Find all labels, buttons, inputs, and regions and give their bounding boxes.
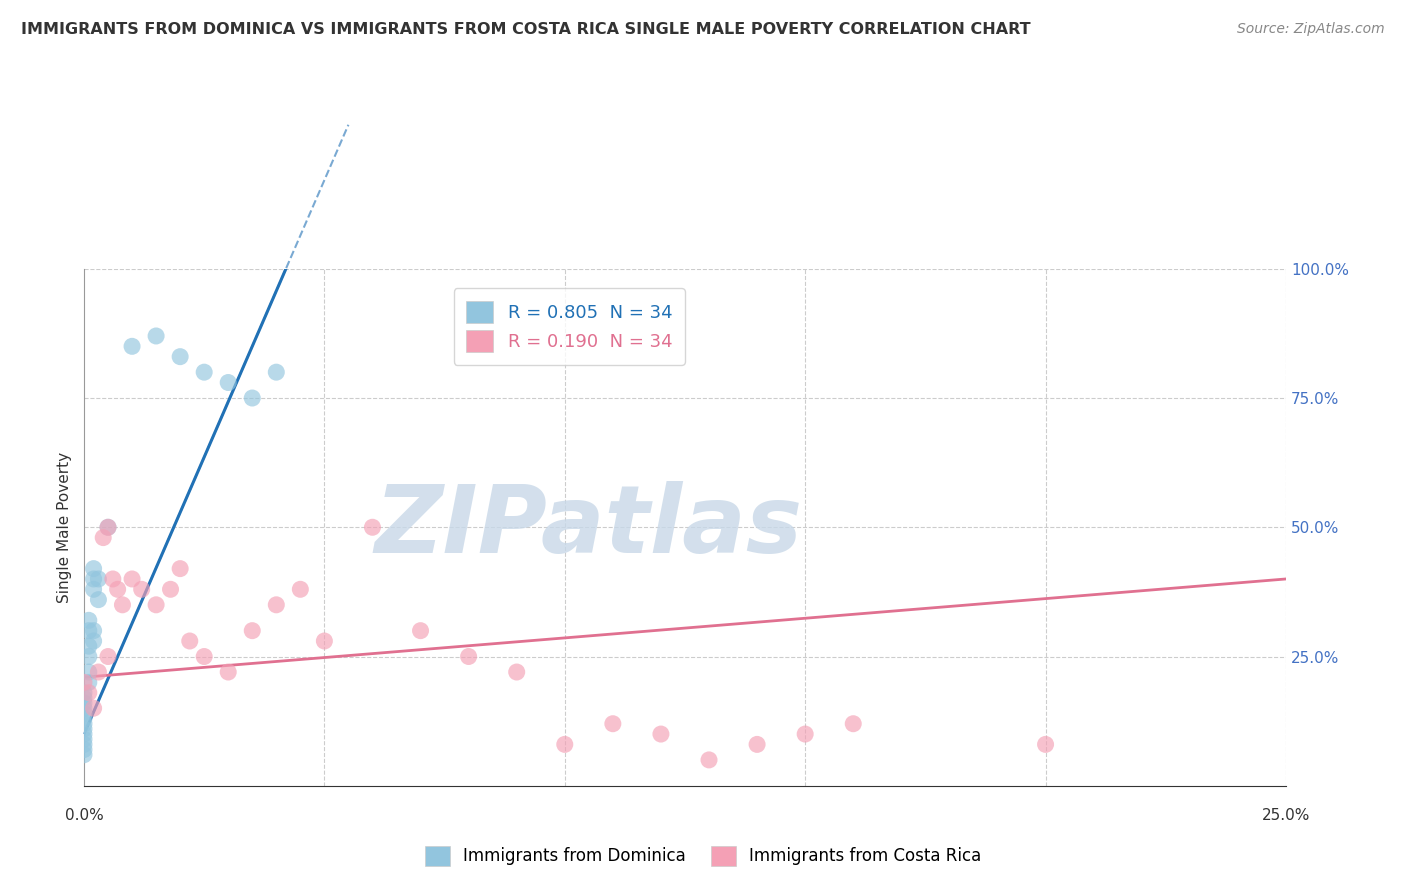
Point [97,649,120,664]
Y-axis label: Single Male Poverty: Single Male Poverty [58,451,72,603]
Point [842,716,865,731]
Point [107,582,129,597]
Point [87,592,110,607]
Point [83,701,105,715]
Point [91,531,114,545]
Point [121,572,143,586]
Point [87,665,110,679]
Point [77,649,100,664]
Point [193,649,215,664]
Text: 0.0%: 0.0% [65,808,104,823]
Point [77,686,100,700]
Point [73,732,96,747]
Point [745,738,768,752]
Point [361,520,384,534]
Point [240,391,263,405]
Point [602,716,624,731]
Point [554,738,576,752]
Point [409,624,432,638]
Point [73,727,96,741]
Point [97,520,120,534]
Point [73,722,96,736]
Point [73,706,96,721]
Text: 25.0%: 25.0% [1261,808,1310,823]
Point [217,376,239,390]
Point [650,727,672,741]
Point [97,520,120,534]
Point [73,701,96,715]
Point [131,582,153,597]
Point [169,350,191,364]
Point [73,716,96,731]
Point [121,339,143,353]
Point [697,753,720,767]
Point [83,561,105,575]
Point [77,639,100,653]
Legend: Immigrants from Dominica, Immigrants from Costa Rica: Immigrants from Dominica, Immigrants fro… [412,832,994,880]
Text: ZIPatlas: ZIPatlas [375,482,803,574]
Point [145,329,167,343]
Point [73,686,96,700]
Point [145,598,167,612]
Point [73,747,96,762]
Point [73,696,96,710]
Point [505,665,527,679]
Point [77,613,100,627]
Point [73,742,96,756]
Point [83,582,105,597]
Point [111,598,134,612]
Point [73,712,96,726]
Point [87,572,110,586]
Point [794,727,817,741]
Point [314,634,336,648]
Legend: R = 0.805  N = 34, R = 0.190  N = 34: R = 0.805 N = 34, R = 0.190 N = 34 [454,288,685,365]
Text: Source: ZipAtlas.com: Source: ZipAtlas.com [1237,22,1385,37]
Point [169,561,191,575]
Point [73,690,96,705]
Point [290,582,312,597]
Point [240,624,263,638]
Point [83,572,105,586]
Point [77,665,100,679]
Point [101,572,124,586]
Point [73,738,96,752]
Point [1035,738,1057,752]
Point [266,365,288,379]
Point [73,675,96,690]
Point [77,675,100,690]
Point [83,624,105,638]
Point [217,665,239,679]
Point [193,365,215,379]
Point [266,598,288,612]
Point [179,634,201,648]
Point [159,582,181,597]
Point [83,634,105,648]
Point [77,624,100,638]
Point [457,649,479,664]
Text: IMMIGRANTS FROM DOMINICA VS IMMIGRANTS FROM COSTA RICA SINGLE MALE POVERTY CORRE: IMMIGRANTS FROM DOMINICA VS IMMIGRANTS F… [21,22,1031,37]
